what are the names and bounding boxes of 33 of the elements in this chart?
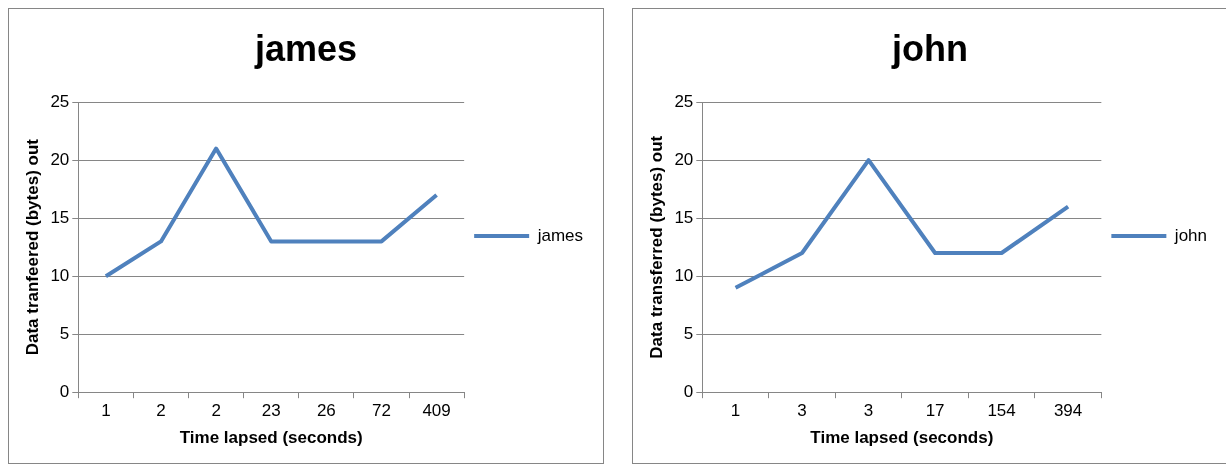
y-axis-title: Data tranfeered (bytes) out	[22, 138, 42, 356]
y-tick-label: 20	[674, 149, 694, 169]
x-tick-label: 394	[1053, 401, 1083, 421]
y-tick-label: 25	[50, 91, 70, 111]
y-tick-label: 15	[50, 207, 70, 227]
x-tick-label: 3	[797, 401, 807, 421]
y-tick-label: 15	[674, 207, 694, 227]
x-tick-label: 154	[987, 401, 1016, 421]
x-tick-label: 72	[372, 401, 391, 421]
y-tick-label: 0	[683, 381, 694, 401]
x-tick-label: 1	[101, 401, 111, 421]
y-axis-title: Data transferred (bytes) out	[646, 135, 666, 359]
y-tick-label: 5	[59, 323, 70, 343]
legend-label: james	[536, 225, 584, 245]
y-tick-label: 0	[59, 381, 70, 401]
x-tick-label: 1	[730, 401, 741, 421]
x-tick-label: 26	[316, 401, 336, 421]
x-tick-label: 2	[156, 401, 166, 421]
x-tick-label: 2	[211, 401, 221, 421]
x-axis-title: Time lapsed (seconds)	[179, 428, 363, 448]
chart-title: james	[253, 27, 358, 69]
y-tick-label: 10	[50, 265, 70, 285]
x-tick-label: 3	[863, 401, 874, 421]
x-axis-title: Time lapsed (seconds)	[810, 428, 994, 448]
y-tick-label: 25	[674, 91, 694, 111]
x-tick-label: 409	[422, 401, 451, 421]
y-tick-label: 5	[683, 323, 694, 343]
chart-title: john	[891, 27, 968, 69]
y-tick-label: 20	[50, 149, 70, 169]
legend-label: john	[1173, 225, 1207, 245]
x-tick-label: 17	[925, 401, 945, 421]
x-tick-label: 23	[261, 401, 281, 421]
y-tick-label: 10	[674, 265, 694, 285]
